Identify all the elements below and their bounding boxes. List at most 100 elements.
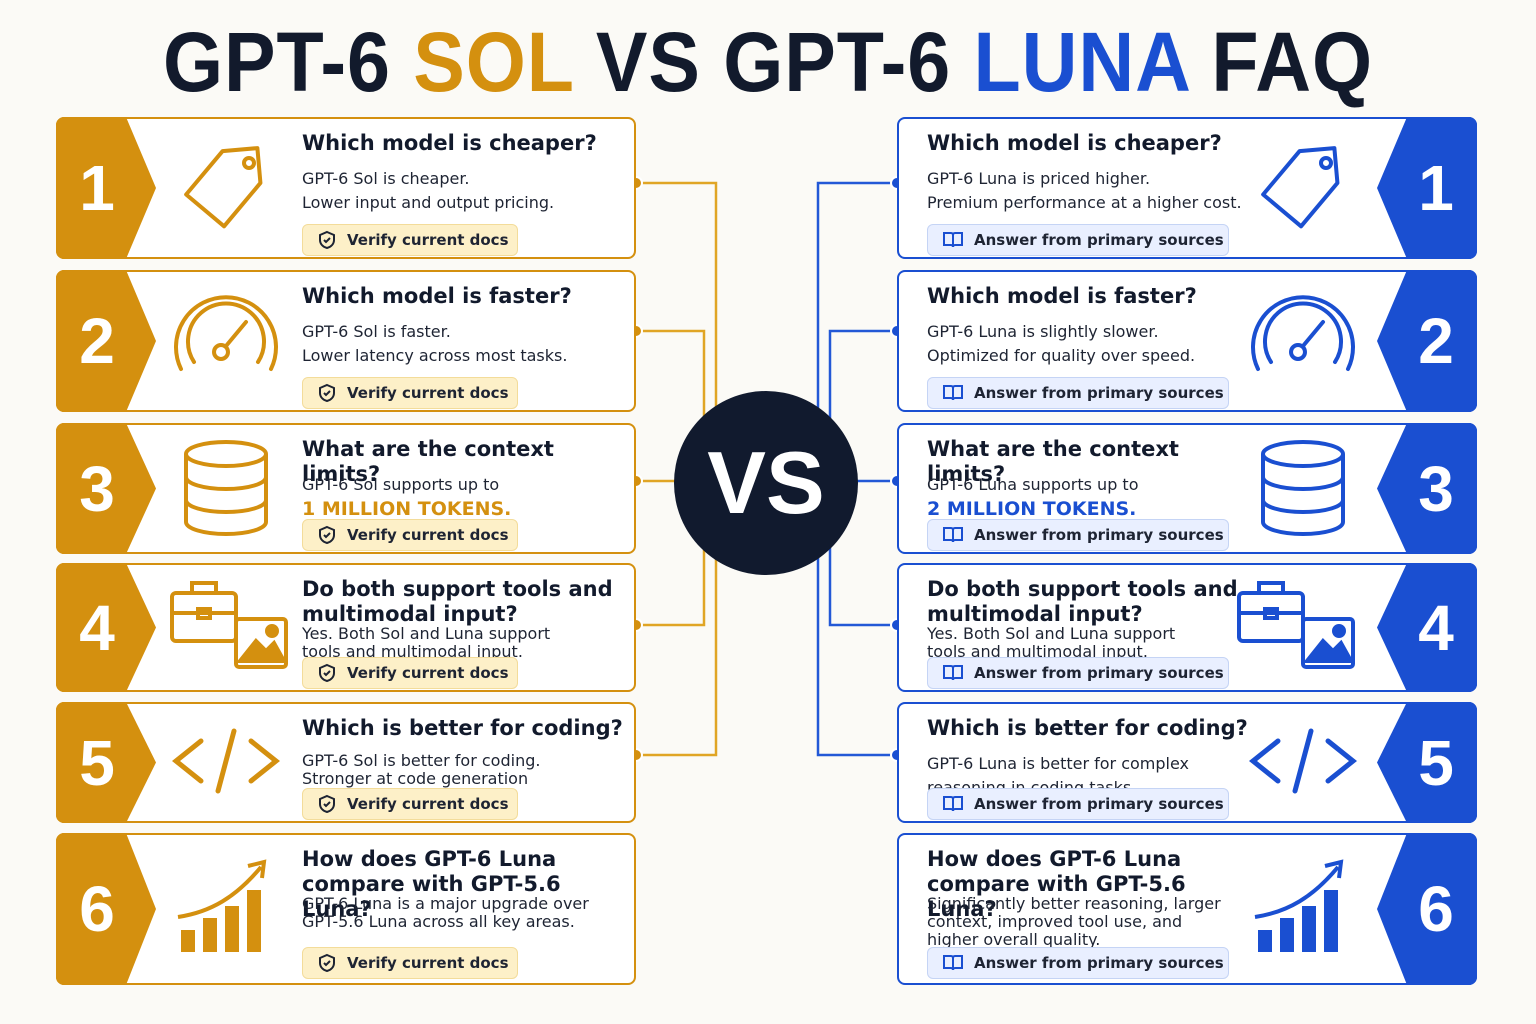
card-number: 3 xyxy=(1377,423,1477,554)
icon-part xyxy=(265,623,279,638)
title-part: GPT-6 xyxy=(162,15,391,109)
icon-part xyxy=(177,865,263,919)
icon-part xyxy=(319,383,335,403)
highlight: 2 MILLION TOKENS. xyxy=(927,498,1137,520)
badge-text: Verify current docs xyxy=(347,526,509,544)
icon-part xyxy=(943,665,963,681)
icon-part xyxy=(1324,859,1344,879)
icon-part xyxy=(319,663,335,683)
answer-line: GPT-6 Luna is a major upgrade over xyxy=(302,894,589,913)
badge: Verify current docs xyxy=(302,947,518,979)
answer: Yes. Both Sol and Luna support tools and … xyxy=(302,625,632,661)
answer-line: higher overall quality. xyxy=(927,930,1101,949)
icon-part xyxy=(319,953,335,973)
icon-part xyxy=(1301,320,1325,348)
icon-part xyxy=(1302,906,1316,952)
icon-part xyxy=(943,232,963,248)
badge-text: Answer from primary sources xyxy=(974,526,1224,544)
badge-icon xyxy=(317,953,337,973)
faq-card: 1 Which model is cheaper? GPT-6 Luna is pr… xyxy=(897,117,1477,259)
vs-label: VS xyxy=(707,433,825,532)
badge: Verify current docs xyxy=(302,224,518,256)
card-number: 6 xyxy=(1377,833,1477,985)
icon-part xyxy=(943,796,963,812)
icon-part xyxy=(1261,439,1345,468)
icon-part xyxy=(319,663,335,683)
icon-part xyxy=(174,295,278,371)
badge: Verify current docs xyxy=(302,788,518,820)
answer: GPT-6 Sol supports up to 1 MILLION TOKENS… xyxy=(302,473,632,521)
badge-icon xyxy=(942,953,964,973)
card-icon xyxy=(1243,284,1363,398)
question: Which is better for coding? xyxy=(927,716,1248,740)
badge-icon xyxy=(942,794,964,814)
badge: Answer from primary sources xyxy=(927,377,1229,409)
question: Which is better for coding? xyxy=(302,716,623,740)
icon-part xyxy=(1261,146,1340,229)
answer: GPT-6 Luna is a major upgrade over GPT-5.… xyxy=(302,895,632,931)
icon-part xyxy=(174,295,278,371)
icon-part xyxy=(247,890,261,952)
title-part: LUNA xyxy=(973,15,1190,109)
card-number: 3 xyxy=(56,423,156,554)
badge-icon xyxy=(317,663,337,683)
badge-icon xyxy=(317,525,337,545)
icon-part xyxy=(943,796,963,812)
answer: Yes. Both Sol and Luna support tools and … xyxy=(927,625,1257,661)
answer-line: tools and multimodal input. xyxy=(302,642,523,661)
icon-part xyxy=(1237,580,1355,669)
highlight: 1 MILLION TOKENS. xyxy=(302,498,512,520)
icon-part xyxy=(1261,146,1340,229)
icon-part xyxy=(1261,453,1345,536)
badge-icon xyxy=(317,230,337,250)
icon-part xyxy=(1261,439,1345,536)
question: Which model is faster? xyxy=(302,284,572,308)
question: Do both support tools and multimodal inp… xyxy=(302,577,613,626)
icon-part xyxy=(943,665,963,681)
icon-part xyxy=(1289,343,1307,361)
card-number: 5 xyxy=(1377,702,1477,823)
icon-part xyxy=(171,728,281,793)
icon-part xyxy=(943,955,963,971)
icon-part xyxy=(1302,637,1355,663)
card-icon xyxy=(166,131,286,245)
answer-line: Yes. Both Sol and Luna support xyxy=(927,624,1176,643)
card-number: 4 xyxy=(56,563,156,692)
badge-text: Verify current docs xyxy=(347,664,509,682)
badge-text: Verify current docs xyxy=(347,384,509,402)
badge-text: Answer from primary sources xyxy=(974,795,1224,813)
answer-line: GPT-6 Luna supports up to xyxy=(927,475,1139,494)
icon-part xyxy=(1263,606,1279,620)
badge: Answer from primary sources xyxy=(927,519,1229,551)
badge-text: Verify current docs xyxy=(347,954,509,972)
answer-line: GPT-6 Luna is slightly slower. xyxy=(927,322,1159,341)
answer-line: GPT-6 Luna is priced higher. xyxy=(927,169,1151,188)
icon-part xyxy=(171,728,281,793)
answer-line: GPT-6 Sol is better for coding. xyxy=(302,751,541,770)
badge-icon xyxy=(317,383,337,403)
icon-part xyxy=(1239,580,1303,615)
icon-part xyxy=(319,794,335,814)
card-icon xyxy=(1243,131,1363,245)
faq-card: 3 What are the context limits? GPT-6 Luna … xyxy=(897,423,1477,554)
title-part: VS GPT-6 xyxy=(595,15,952,109)
card-icon xyxy=(1243,432,1363,546)
faq-card: 5 Which is better for coding? GPT-6 Sol is… xyxy=(56,702,636,823)
card-number: 4 xyxy=(1377,563,1477,692)
question: How does GPT-6 Luna compare with GPT-5.6… xyxy=(302,847,561,921)
icon-part xyxy=(196,606,212,620)
card-icon xyxy=(1243,852,1363,966)
badge-text: Verify current docs xyxy=(347,231,509,249)
answer-line: Optimized for quality over speed. xyxy=(927,346,1196,365)
icon-part xyxy=(943,527,963,543)
icon-part xyxy=(203,918,217,952)
icon-part xyxy=(181,930,195,952)
icon-part xyxy=(319,953,335,973)
icon-part xyxy=(943,232,963,248)
icon-part xyxy=(1254,865,1340,919)
badge-icon xyxy=(942,525,964,545)
icon-part xyxy=(319,230,335,250)
badge-text: Answer from primary sources xyxy=(974,664,1224,682)
faq-card: 2 Which model is faster? GPT-6 Luna is sli… xyxy=(897,270,1477,412)
question: Which model is cheaper? xyxy=(927,131,1222,155)
